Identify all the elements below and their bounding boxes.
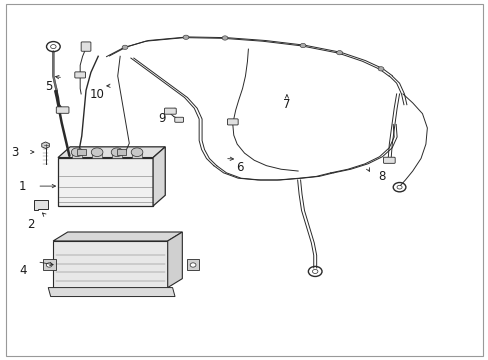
Bar [132,153,142,158]
FancyBboxPatch shape [56,107,69,113]
Text: 3: 3 [12,145,19,158]
Bar [72,153,82,158]
Polygon shape [53,232,182,241]
Bar [92,153,102,158]
Text: 2: 2 [27,218,35,231]
Text: 6: 6 [235,161,243,174]
Bar [117,149,125,156]
FancyBboxPatch shape [164,108,176,114]
Polygon shape [153,147,165,206]
Polygon shape [48,288,175,297]
FancyBboxPatch shape [174,117,183,122]
FancyBboxPatch shape [75,72,85,78]
FancyBboxPatch shape [227,119,238,125]
Text: 8: 8 [378,170,385,183]
Circle shape [111,148,122,157]
Text: 10: 10 [90,88,104,101]
Bar [112,153,122,158]
Text: 4: 4 [19,264,26,277]
Circle shape [71,148,83,157]
Circle shape [300,43,305,48]
Polygon shape [53,241,167,288]
Circle shape [91,148,103,157]
Circle shape [122,45,128,49]
Circle shape [131,148,142,157]
Polygon shape [167,232,182,288]
Bar [77,149,85,156]
Circle shape [222,36,227,40]
Text: 5: 5 [45,80,52,93]
Polygon shape [58,158,153,206]
Circle shape [46,263,52,267]
Polygon shape [41,142,49,148]
Polygon shape [34,200,48,211]
Circle shape [183,35,188,40]
Text: 1: 1 [19,180,26,193]
Circle shape [377,67,383,71]
Text: 9: 9 [158,112,165,125]
Polygon shape [58,147,165,158]
Bar [187,259,199,270]
Circle shape [190,263,196,267]
Bar [43,259,56,270]
FancyBboxPatch shape [383,157,394,163]
FancyBboxPatch shape [81,42,91,51]
Circle shape [336,50,342,55]
Text: 7: 7 [283,98,290,111]
